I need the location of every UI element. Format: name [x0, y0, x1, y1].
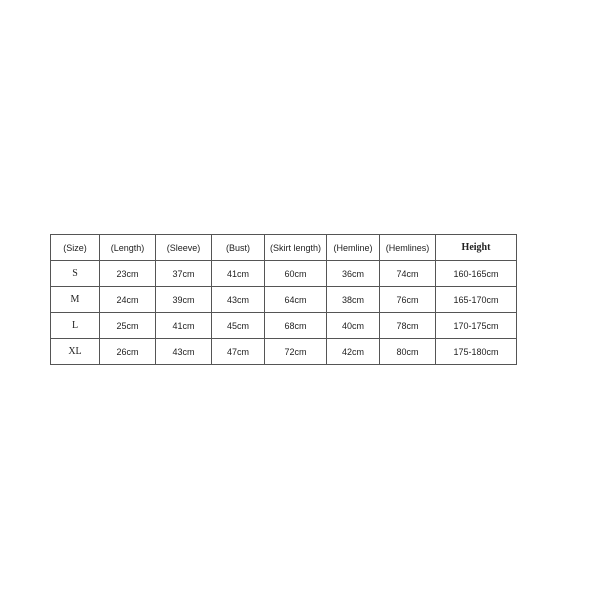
column-header: (Size): [50, 234, 100, 261]
table-cell: 23cm: [99, 260, 156, 287]
column-header: (Bust): [211, 234, 265, 261]
header-row: (Size) (Length) (Sleeve) (Bust) (Skirt lengt…: [50, 234, 517, 261]
table-cell: 78cm: [379, 312, 436, 339]
table-cell: 40cm: [326, 312, 380, 339]
table-cell: 76cm: [379, 286, 436, 313]
table-cell: 41cm: [155, 312, 212, 339]
size-cell: XL: [50, 338, 100, 365]
table-cell: 39cm: [155, 286, 212, 313]
table-row: XL 26cm 43cm 47cm 72cm 42cm 80cm 175-180cm: [50, 338, 517, 365]
table-cell: 26cm: [99, 338, 156, 365]
table-cell: 165-170cm: [435, 286, 517, 313]
table-cell: 45cm: [211, 312, 265, 339]
column-header: (Length): [99, 234, 156, 261]
size-chart-table: (Size) (Length) (Sleeve) (Bust) (Skirt lengt…: [50, 234, 517, 365]
table-cell: 80cm: [379, 338, 436, 365]
table-cell: 41cm: [211, 260, 265, 287]
table-row: L 25cm 41cm 45cm 68cm 40cm 78cm 170-175cm: [50, 312, 517, 339]
table-cell: 72cm: [264, 338, 327, 365]
table-cell: 36cm: [326, 260, 380, 287]
size-cell: M: [50, 286, 100, 313]
table-cell: 42cm: [326, 338, 380, 365]
column-header: (Sleeve): [155, 234, 212, 261]
column-header: (Hemline): [326, 234, 380, 261]
column-header: Height: [435, 234, 517, 261]
table-row: S 23cm 37cm 41cm 60cm 36cm 74cm 160-165cm: [50, 260, 517, 287]
table-cell: 38cm: [326, 286, 380, 313]
table-cell: 170-175cm: [435, 312, 517, 339]
table-cell: 37cm: [155, 260, 212, 287]
column-header: (Skirt length): [264, 234, 327, 261]
table-cell: 64cm: [264, 286, 327, 313]
table-cell: 43cm: [155, 338, 212, 365]
table-cell: 24cm: [99, 286, 156, 313]
table-cell: 60cm: [264, 260, 327, 287]
table-cell: 43cm: [211, 286, 265, 313]
column-header: (Hemlines): [379, 234, 436, 261]
table-cell: 25cm: [99, 312, 156, 339]
table-row: M 24cm 39cm 43cm 64cm 38cm 76cm 165-170cm: [50, 286, 517, 313]
size-cell: S: [50, 260, 100, 287]
table-cell: 47cm: [211, 338, 265, 365]
table-cell: 74cm: [379, 260, 436, 287]
table-cell: 68cm: [264, 312, 327, 339]
table-cell: 160-165cm: [435, 260, 517, 287]
table-cell: 175-180cm: [435, 338, 517, 365]
size-cell: L: [50, 312, 100, 339]
